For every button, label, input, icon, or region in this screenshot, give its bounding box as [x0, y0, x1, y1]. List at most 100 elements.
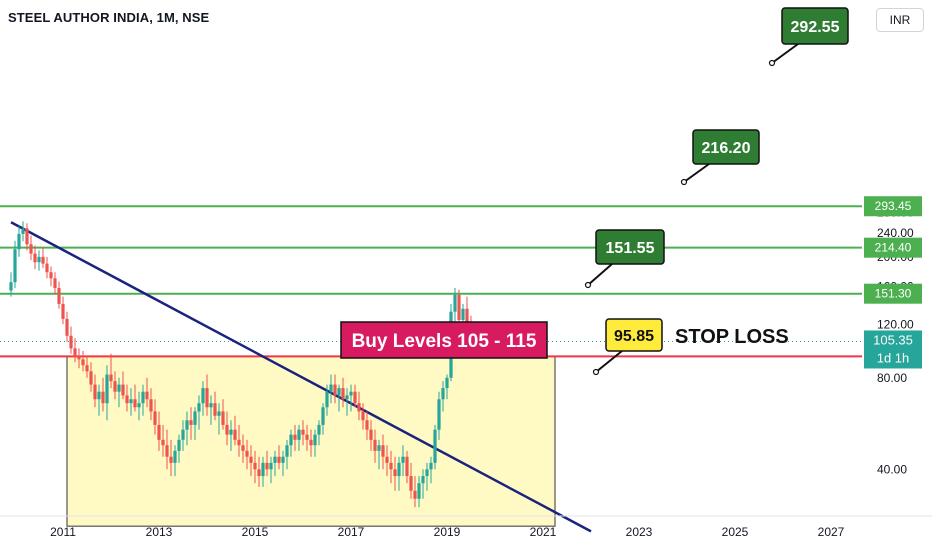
price-badge-293.45: 293.45 — [864, 196, 922, 217]
candle — [229, 420, 233, 451]
candle-body — [429, 462, 433, 470]
candle — [193, 407, 197, 440]
candle-body — [397, 462, 401, 477]
candle — [9, 272, 13, 297]
last-price-text: 105.35 — [873, 332, 913, 347]
candle — [393, 456, 397, 491]
candle — [213, 391, 217, 421]
candle-body — [69, 335, 73, 349]
callout-292-55-text: 292.55 — [791, 19, 840, 36]
candle-body — [245, 450, 249, 457]
candle — [277, 445, 281, 470]
candle — [89, 362, 93, 392]
candle-body — [105, 374, 109, 404]
candle — [261, 456, 265, 487]
candle-body — [241, 445, 245, 451]
candle-body — [61, 303, 65, 319]
candle — [21, 221, 25, 242]
price-badge-text: 151.30 — [875, 287, 912, 301]
price-badge-bg — [864, 283, 922, 304]
candle-body — [117, 384, 121, 392]
candle — [57, 281, 61, 309]
candle — [325, 384, 329, 416]
last-price-badge-bg — [864, 330, 922, 369]
candle — [401, 445, 405, 477]
candle-body — [265, 462, 269, 470]
candle — [237, 424, 241, 457]
time-tick-label: 2011 — [50, 525, 76, 539]
candle-body — [81, 359, 85, 366]
candle — [429, 456, 433, 484]
candle — [373, 429, 377, 463]
candle-body — [101, 391, 105, 404]
candle-body — [369, 429, 373, 440]
currency-selector[interactable]: INR — [876, 8, 924, 32]
candle — [49, 266, 53, 287]
candle-body — [73, 348, 77, 357]
candle-body — [65, 318, 69, 336]
candle — [381, 434, 385, 470]
candle-body — [465, 308, 469, 327]
candle — [113, 371, 117, 400]
candle-body — [201, 388, 205, 404]
candle — [341, 377, 345, 408]
candle-body — [141, 391, 145, 404]
candle-body — [121, 384, 125, 396]
candle-body — [393, 469, 397, 477]
candle-body — [149, 399, 153, 412]
callout-216-20: 216.20 — [680, 129, 760, 186]
price-badge-214.40: 214.40 — [864, 237, 922, 258]
candlestick-series — [9, 221, 477, 508]
candle-body — [29, 244, 33, 254]
candle-body — [305, 434, 309, 440]
candle-body — [321, 407, 325, 425]
candle — [141, 384, 145, 416]
candle — [221, 399, 225, 430]
candle-body — [365, 420, 369, 430]
candle — [169, 439, 173, 477]
candle-body — [85, 365, 89, 372]
candle-body — [345, 395, 349, 400]
time-tick-label: 2021 — [530, 525, 557, 539]
candle-body — [133, 399, 137, 408]
price-tick-label: 40.00 — [877, 462, 907, 476]
buy-levels-box — [340, 321, 548, 359]
candle-body — [45, 263, 49, 273]
candle — [205, 374, 209, 416]
candle — [265, 450, 269, 477]
candle-body — [9, 282, 13, 291]
callout-216-20-pointer — [683, 163, 710, 183]
candle-body — [417, 483, 421, 499]
candle-body — [293, 434, 297, 440]
candle — [361, 403, 365, 430]
time-tick-label: 2023 — [626, 525, 653, 539]
candle — [225, 411, 229, 446]
candle-body — [453, 294, 457, 312]
callout-292-55-box — [781, 7, 849, 45]
candle — [413, 476, 417, 508]
candle-body — [209, 403, 213, 408]
candle — [77, 348, 81, 369]
time-tick-label: 2013 — [146, 525, 173, 539]
candle — [249, 445, 253, 477]
price-badge-151.30: 151.30 — [864, 283, 922, 304]
candle-body — [129, 399, 133, 404]
buy-levels-label: Buy Levels 105 - 115 — [340, 321, 548, 359]
candle — [117, 377, 121, 408]
candle — [333, 374, 337, 404]
price-badge-text: 214.40 — [875, 241, 912, 255]
candle-body — [389, 462, 393, 470]
candle — [197, 395, 201, 430]
candle — [233, 415, 237, 446]
price-tick-label: 240.00 — [877, 226, 914, 240]
candle-body — [153, 411, 157, 425]
candle — [61, 296, 65, 325]
candle — [293, 424, 297, 451]
candle-body — [225, 424, 229, 435]
candle — [417, 476, 421, 508]
candle — [157, 411, 161, 451]
candle — [81, 351, 85, 372]
candle — [297, 424, 301, 451]
candle — [101, 377, 105, 412]
